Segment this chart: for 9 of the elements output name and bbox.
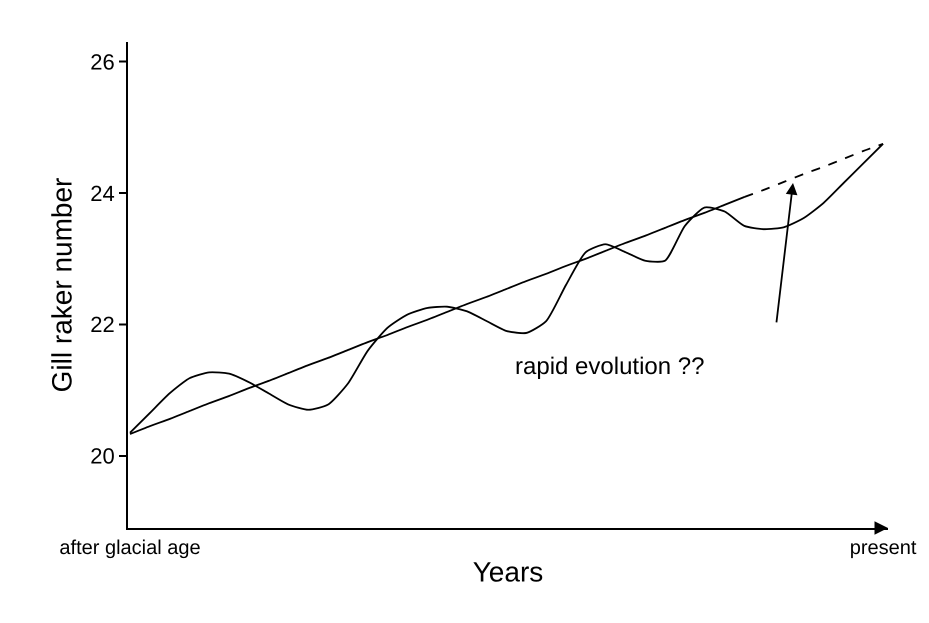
y-tick-label: 24	[90, 180, 115, 206]
x-tick-label: after glacial age	[59, 536, 201, 559]
x-tick-label: present	[850, 536, 917, 559]
y-tick-label: 22	[90, 312, 115, 338]
y-axis-title: Gill raker number	[46, 178, 78, 392]
annotation: rapid evolution ??	[515, 353, 704, 380]
y-tick-label: 20	[90, 443, 115, 468]
y-tick-label: 26	[90, 49, 115, 74]
x-axis-title: Years	[472, 556, 544, 588]
